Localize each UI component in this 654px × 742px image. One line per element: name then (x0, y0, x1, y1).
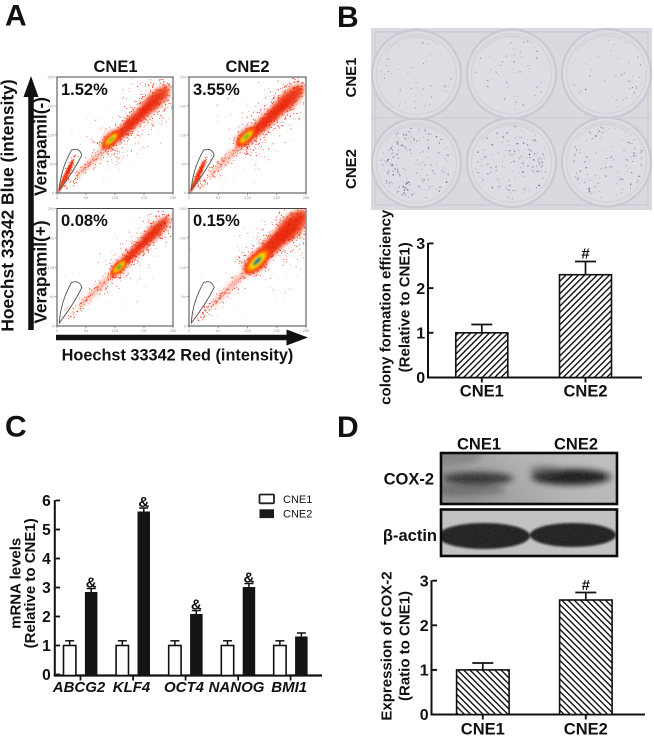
svg-text:192: 192 (274, 328, 281, 333)
svg-text:(Relative to CNE1): (Relative to CNE1) (397, 242, 414, 372)
svg-text:0: 0 (184, 191, 187, 196)
svg-text:256: 256 (303, 195, 310, 200)
svg-text:128: 128 (48, 265, 55, 270)
svg-text:colony formation efficiency: colony formation efficiency (377, 209, 394, 405)
svg-text:#: # (582, 577, 591, 594)
svg-text:&: & (191, 597, 202, 614)
svg-text:0: 0 (42, 667, 51, 684)
svg-text:5: 5 (42, 522, 51, 539)
svg-text:128: 128 (180, 265, 187, 270)
svg-text:Hoechst 33342 Blue (intensity): Hoechst 33342 Blue (intensity) (0, 79, 18, 331)
svg-text:128: 128 (180, 133, 187, 138)
svg-text:CNE2: CNE2 (564, 721, 608, 738)
svg-text:250: 250 (180, 75, 187, 80)
svg-text:mRNA levels: mRNA levels (8, 538, 25, 629)
svg-text:Verapamil(-): Verapamil(-) (31, 97, 51, 196)
svg-text:64: 64 (182, 162, 187, 167)
svg-text:#: # (581, 246, 590, 263)
svg-text:KLF4: KLF4 (113, 679, 151, 696)
svg-text:192: 192 (141, 328, 148, 333)
svg-text:64: 64 (182, 294, 187, 299)
svg-text:0: 0 (188, 328, 191, 333)
svg-text:1: 1 (416, 326, 425, 343)
svg-text:3.55%: 3.55% (193, 81, 240, 99)
svg-text:CNE2: CNE2 (343, 149, 360, 189)
svg-text:128: 128 (112, 328, 119, 333)
svg-text:&: & (243, 570, 254, 587)
svg-text:128: 128 (48, 133, 55, 138)
svg-text:Verapamil(+): Verapamil(+) (31, 220, 51, 323)
svg-text:0: 0 (188, 195, 191, 200)
svg-text:192: 192 (48, 235, 55, 240)
svg-text:256: 256 (170, 195, 177, 200)
svg-text:0: 0 (52, 324, 55, 329)
svg-text:&: & (138, 494, 149, 511)
svg-text:192: 192 (180, 235, 187, 240)
svg-text:2: 2 (42, 609, 51, 626)
svg-text:C: C (5, 411, 27, 444)
svg-text:(Ratio to CNE1): (Ratio to CNE1) (397, 591, 414, 701)
svg-text:A: A (5, 0, 27, 33)
svg-text:CNE2: CNE2 (283, 509, 312, 521)
svg-text:3: 3 (42, 580, 51, 597)
svg-text:4: 4 (42, 551, 51, 568)
svg-text:1.52%: 1.52% (61, 81, 108, 99)
svg-text:D: D (337, 411, 359, 444)
svg-text:3: 3 (420, 573, 429, 590)
svg-text:BMI1: BMI1 (271, 679, 307, 696)
svg-text:2: 2 (420, 618, 429, 635)
svg-text:CNE1: CNE1 (460, 383, 504, 401)
svg-text:β-actin: β-actin (383, 527, 437, 545)
svg-text:Hoechst 33342 Red (intensity): Hoechst 33342 Red (intensity) (62, 347, 294, 365)
svg-text:6: 6 (42, 493, 51, 510)
svg-text:ABCG2: ABCG2 (52, 679, 106, 696)
svg-text:CNE1: CNE1 (93, 58, 137, 76)
svg-text:128: 128 (112, 195, 119, 200)
svg-text:0.08%: 0.08% (61, 212, 108, 230)
svg-text:CNE2: CNE2 (563, 383, 607, 401)
svg-text:0: 0 (184, 324, 187, 329)
svg-text:1: 1 (420, 663, 429, 680)
svg-text:64: 64 (50, 294, 55, 299)
svg-text:0: 0 (52, 191, 55, 196)
svg-text:64: 64 (84, 195, 89, 200)
svg-text:2: 2 (416, 281, 425, 298)
svg-text:CNE1: CNE1 (457, 436, 501, 454)
svg-text:&: & (86, 575, 97, 592)
svg-text:64: 64 (216, 328, 221, 333)
svg-text:192: 192 (48, 104, 55, 109)
svg-text:192: 192 (141, 195, 148, 200)
svg-text:3: 3 (416, 236, 425, 253)
svg-text:192: 192 (180, 104, 187, 109)
svg-text:CNE1: CNE1 (461, 721, 505, 738)
svg-text:CNE2: CNE2 (554, 436, 598, 454)
svg-text:CNE1: CNE1 (283, 494, 312, 506)
svg-text:1: 1 (42, 638, 51, 655)
svg-text:250: 250 (48, 206, 55, 211)
svg-text:64: 64 (50, 162, 55, 167)
svg-text:0.15%: 0.15% (193, 212, 240, 230)
svg-text:0: 0 (56, 328, 59, 333)
svg-text:0: 0 (56, 195, 59, 200)
svg-text:128: 128 (244, 195, 251, 200)
svg-text:(Relative to CNE1): (Relative to CNE1) (22, 518, 39, 648)
svg-text:256: 256 (303, 328, 310, 333)
svg-text:250: 250 (48, 75, 55, 80)
svg-text:COX-2: COX-2 (384, 471, 434, 489)
svg-text:0: 0 (416, 370, 425, 387)
svg-text:B: B (337, 1, 359, 34)
svg-text:256: 256 (170, 328, 177, 333)
svg-text:CNE1: CNE1 (343, 57, 360, 97)
svg-text:192: 192 (274, 195, 281, 200)
svg-text:Expression of COX-2: Expression of COX-2 (379, 571, 396, 720)
svg-text:OCT4: OCT4 (164, 679, 205, 696)
svg-text:64: 64 (84, 328, 89, 333)
svg-text:250: 250 (180, 206, 187, 211)
svg-text:128: 128 (244, 328, 251, 333)
svg-text:CNE2: CNE2 (225, 58, 269, 76)
svg-text:NANOG: NANOG (209, 679, 265, 696)
svg-text:0: 0 (420, 707, 429, 724)
svg-text:64: 64 (216, 195, 221, 200)
